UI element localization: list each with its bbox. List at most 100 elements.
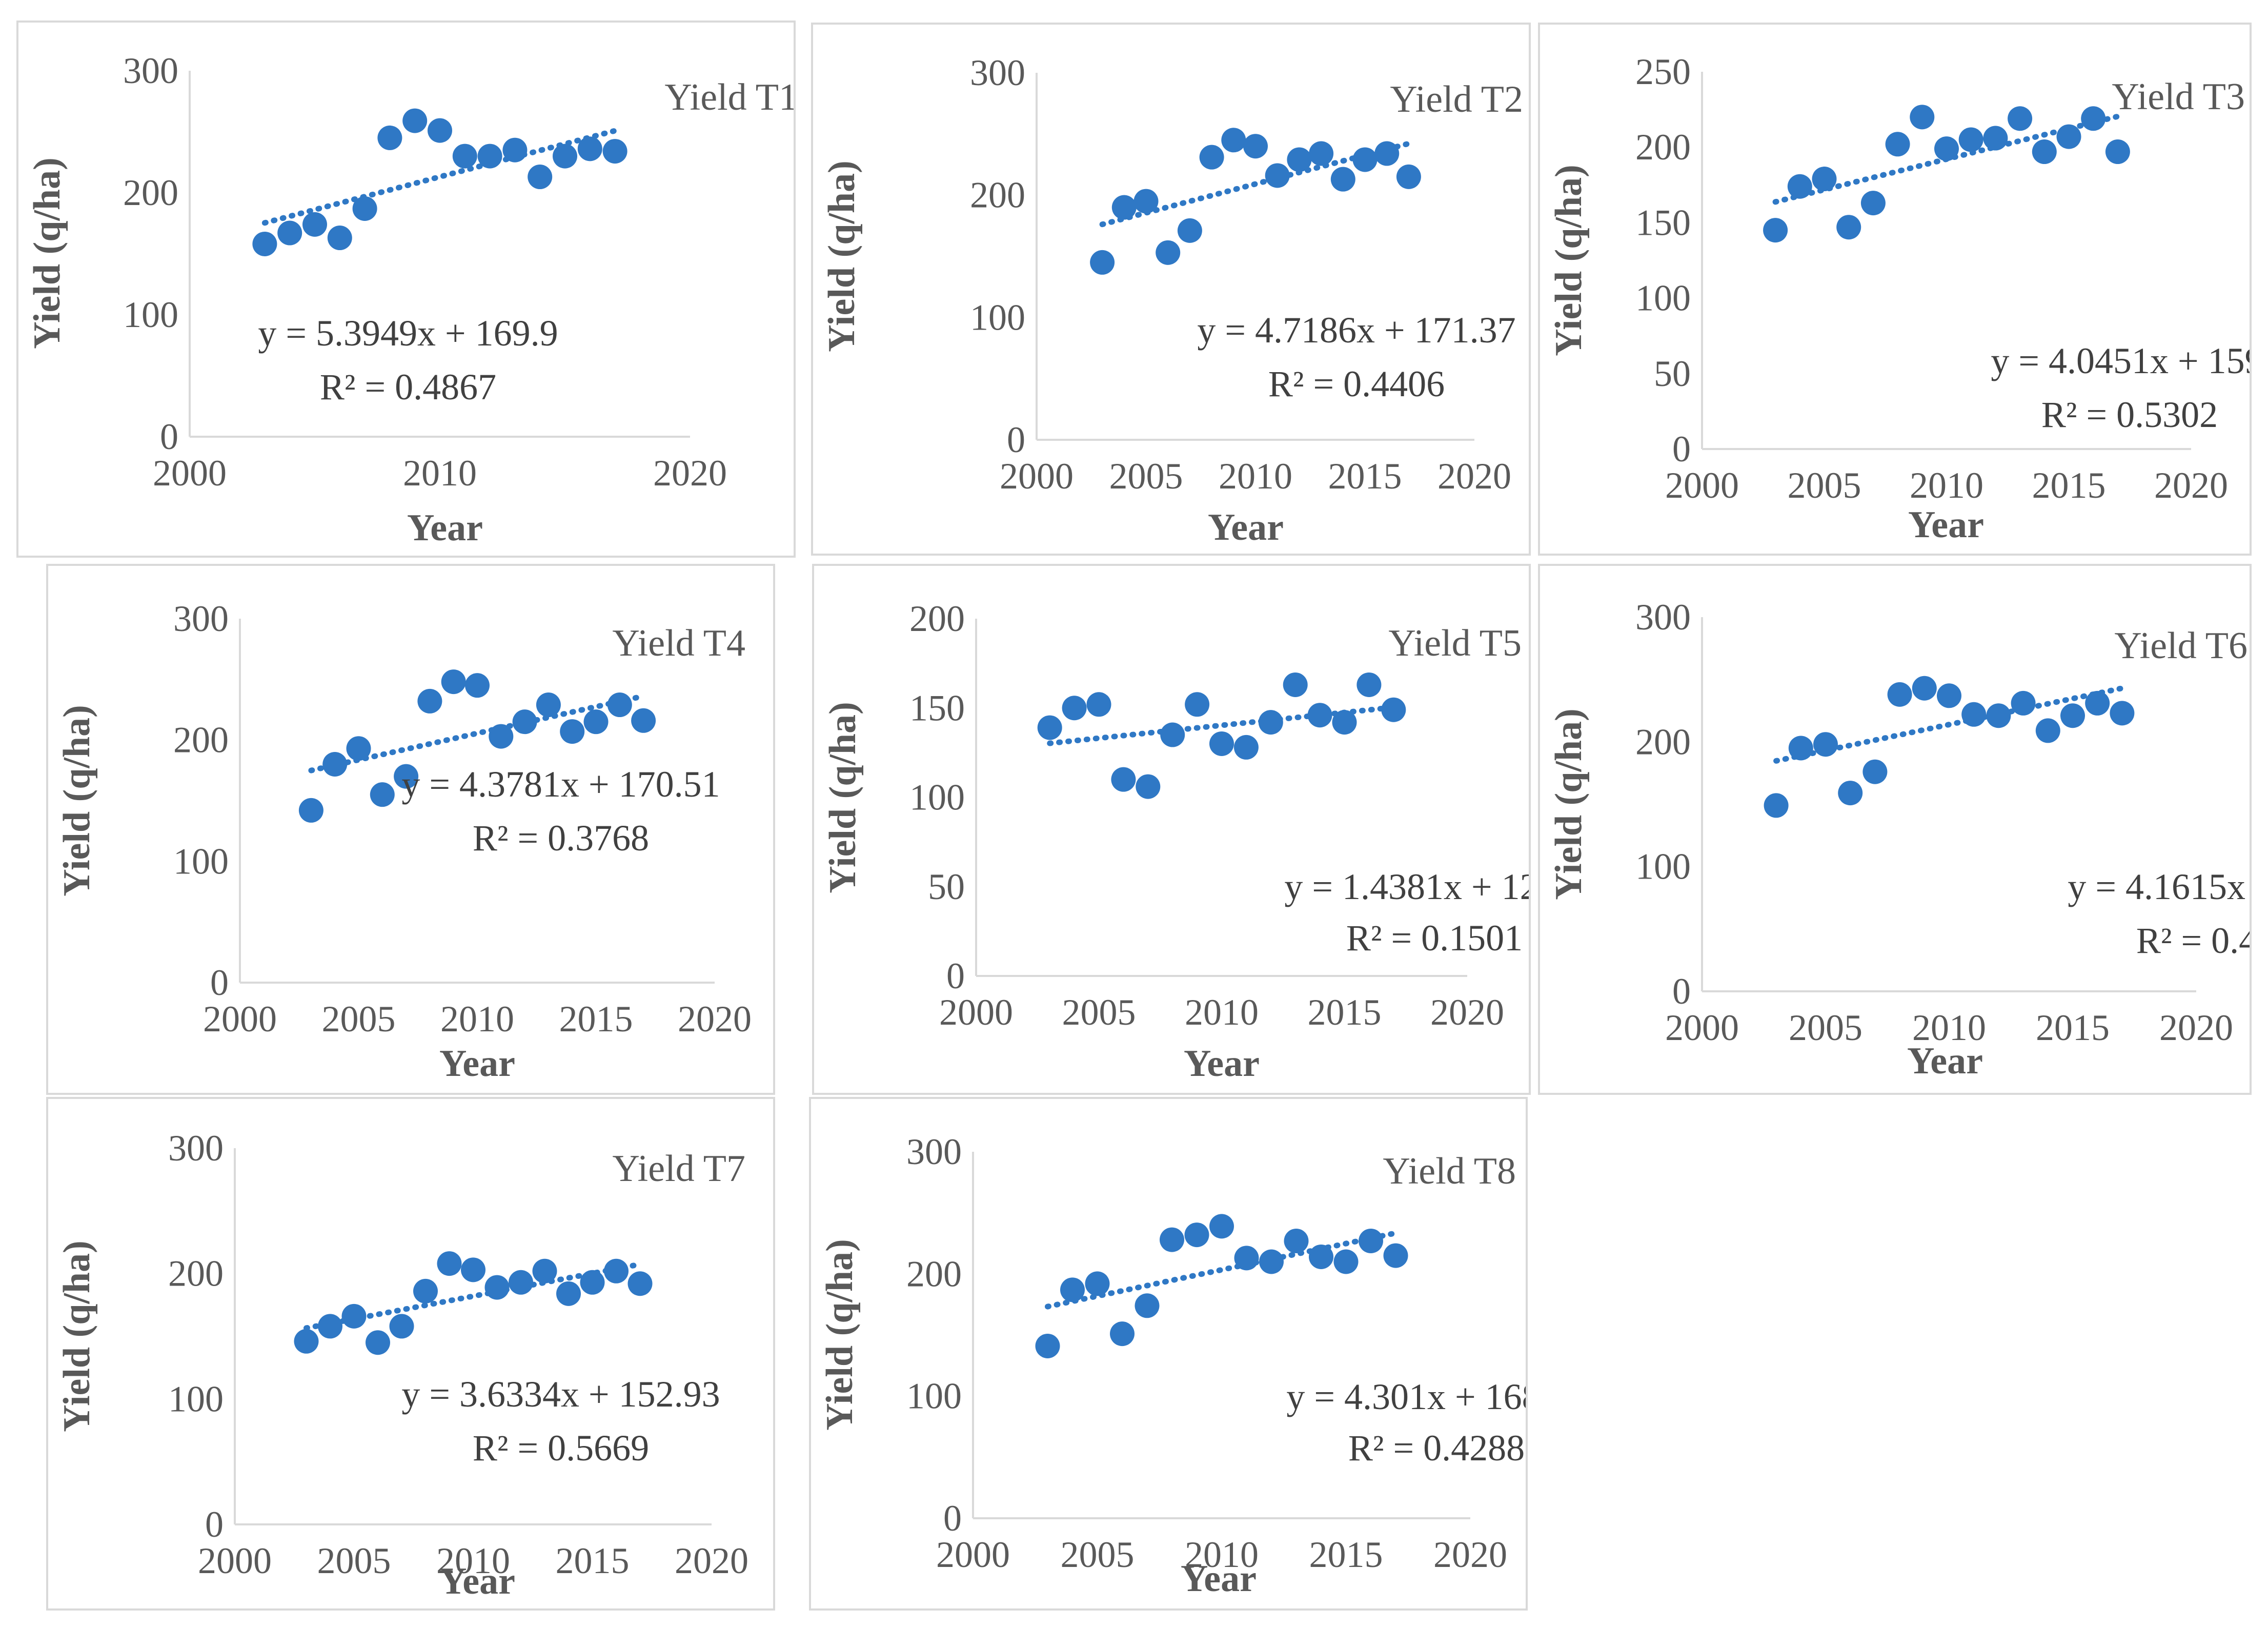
y-tick-label-t2: 0 — [1007, 419, 1025, 460]
chart-title-t4: Yield T4 — [612, 622, 745, 664]
data-point-t6 — [2035, 718, 2060, 743]
y-tick-label-t7: 200 — [168, 1253, 224, 1294]
data-point-t1 — [277, 220, 302, 246]
data-point-t4 — [631, 708, 656, 733]
data-point-t2 — [1287, 147, 1312, 172]
data-point-t3 — [2056, 124, 2081, 149]
data-point-t7 — [509, 1270, 533, 1295]
x-tick-label-t1: 2020 — [653, 453, 727, 494]
data-point-t1 — [528, 165, 553, 190]
chart-title-t5: Yield T5 — [1388, 622, 1522, 664]
data-point-t1 — [477, 144, 502, 169]
data-point-t4 — [489, 724, 514, 749]
data-point-t8 — [1259, 1249, 1284, 1274]
chart-svg-t4: 0 100 200 300 2000 2005 2010 2015 2020 Yield T4 y … — [56, 598, 752, 1085]
data-point-t1 — [377, 125, 402, 150]
x-tick-label-t4: 2020 — [678, 999, 752, 1040]
chart-title-t7: Yield T7 — [612, 1148, 745, 1190]
y-axis-title-t5: Yield (q/ha) — [822, 702, 864, 893]
x-tick-label-t2: 2010 — [1219, 456, 1292, 497]
y-tick-label-t7: 300 — [168, 1128, 224, 1169]
data-point-t1 — [402, 108, 428, 133]
data-point-t8 — [1060, 1277, 1085, 1302]
data-point-t8 — [1359, 1228, 1383, 1253]
y-tick-label-t8: 0 — [943, 1498, 962, 1539]
trendline-t4 — [308, 693, 646, 773]
y-tick-label-t2: 200 — [970, 175, 1025, 216]
trend-equation-t5: y = 1.4381x + 128.8 — [1284, 866, 1529, 907]
y-tick-label-t3: 150 — [1635, 202, 1691, 243]
data-point-t5 — [1086, 692, 1111, 717]
data-point-t5 — [1258, 710, 1283, 735]
r-squared-t8: R² = 0.4288 — [1348, 1428, 1525, 1469]
chart-svg-t1: 0 100 200 300 2000 2010 2020 Yield T1 y = 5.3949… — [26, 50, 794, 549]
data-point-t2 — [1199, 145, 1224, 170]
data-point-t7 — [318, 1314, 342, 1339]
data-point-t8 — [1383, 1243, 1408, 1268]
y-tick-label-t7: 100 — [168, 1378, 224, 1419]
data-point-t2 — [1265, 163, 1290, 188]
data-point-t8 — [1184, 1222, 1209, 1248]
data-point-t6 — [1887, 682, 1912, 707]
data-point-t1 — [352, 196, 377, 221]
x-tick-label-t4: 2010 — [440, 999, 514, 1040]
data-point-t1 — [327, 226, 352, 251]
chart-svg-t3: 0 50 100 150 200 250 2000 2005 2010 2015 2020 Yield… — [1548, 51, 2250, 546]
y-axis-title-t7: Yield (q/ha) — [56, 1240, 98, 1432]
x-tick-label-t7: 2010 — [436, 1540, 510, 1581]
data-point-t1 — [302, 212, 327, 237]
x-axis-title-t4: Year — [439, 1043, 515, 1085]
x-tick-label-t6: 2000 — [1665, 1007, 1739, 1048]
x-tick-label-t8: 2010 — [1185, 1534, 1259, 1575]
chart-panel-t6: 0 100 200 300 2000 2005 2010 2015 2020 Yield T6 y … — [1538, 564, 2252, 1095]
data-point-t8 — [1160, 1227, 1184, 1252]
x-axis-title-t7: Year — [439, 1560, 515, 1602]
data-point-t1 — [428, 118, 452, 143]
x-tick-label-t8: 2020 — [1433, 1534, 1507, 1575]
data-point-t6 — [1838, 781, 1863, 806]
y-tick-label-t2: 300 — [970, 52, 1025, 93]
trendline-t1 — [261, 128, 618, 226]
y-tick-label-t7: 0 — [205, 1504, 224, 1545]
x-tick-label-t7: 2015 — [556, 1540, 630, 1581]
data-point-t8 — [1209, 1214, 1234, 1239]
x-tick-label-t6: 2015 — [2036, 1007, 2110, 1048]
data-point-t6 — [1788, 736, 1813, 761]
data-point-t5 — [1136, 774, 1161, 799]
data-point-t5 — [1062, 696, 1087, 721]
x-tick-label-t2: 2015 — [1328, 456, 1402, 497]
data-point-t5 — [1283, 672, 1308, 697]
x-tick-label-t7: 2000 — [198, 1540, 272, 1581]
x-tick-label-t6: 2010 — [1912, 1007, 1986, 1048]
y-axis-title-t1: Yield (q/ha) — [26, 157, 68, 349]
data-point-t4 — [346, 736, 371, 761]
chart-title-t1: Yield T1 — [664, 76, 794, 118]
data-point-t6 — [1862, 759, 1888, 784]
y-tick-label-t8: 200 — [906, 1253, 962, 1294]
x-tick-label-t2: 2005 — [1109, 456, 1183, 497]
data-point-t3 — [1885, 132, 1910, 157]
data-point-t2 — [1111, 195, 1137, 220]
data-point-t7 — [437, 1251, 462, 1276]
r-squared-t5: R² = 0.1501 — [1346, 918, 1523, 959]
data-point-t8 — [1234, 1246, 1259, 1271]
data-point-t7 — [556, 1281, 581, 1306]
data-point-t7 — [532, 1258, 557, 1283]
data-point-t7 — [341, 1303, 367, 1329]
data-point-t5 — [1356, 672, 1382, 697]
y-tick-label-t6: 300 — [1635, 597, 1691, 638]
data-point-t6 — [2110, 701, 2135, 726]
x-tick-label-t8: 2015 — [1309, 1534, 1383, 1575]
data-point-t3 — [1860, 191, 1886, 216]
trend-equation-t3: y = 4.0451x + 159.72 — [1991, 340, 2250, 381]
data-point-t6 — [2060, 703, 2085, 728]
x-tick-label-t2: 2000 — [1000, 456, 1074, 497]
y-tick-label-t4: 300 — [173, 598, 229, 639]
data-point-t1 — [602, 139, 627, 164]
data-point-t8 — [1135, 1293, 1160, 1318]
data-point-t6 — [1986, 703, 2011, 728]
trend-equation-t6: y = 4.1615x − 8154.8 — [2068, 866, 2250, 907]
y-tick-label-t6: 100 — [1635, 846, 1691, 887]
data-point-t3 — [2008, 106, 2033, 131]
data-point-t1 — [553, 144, 577, 169]
